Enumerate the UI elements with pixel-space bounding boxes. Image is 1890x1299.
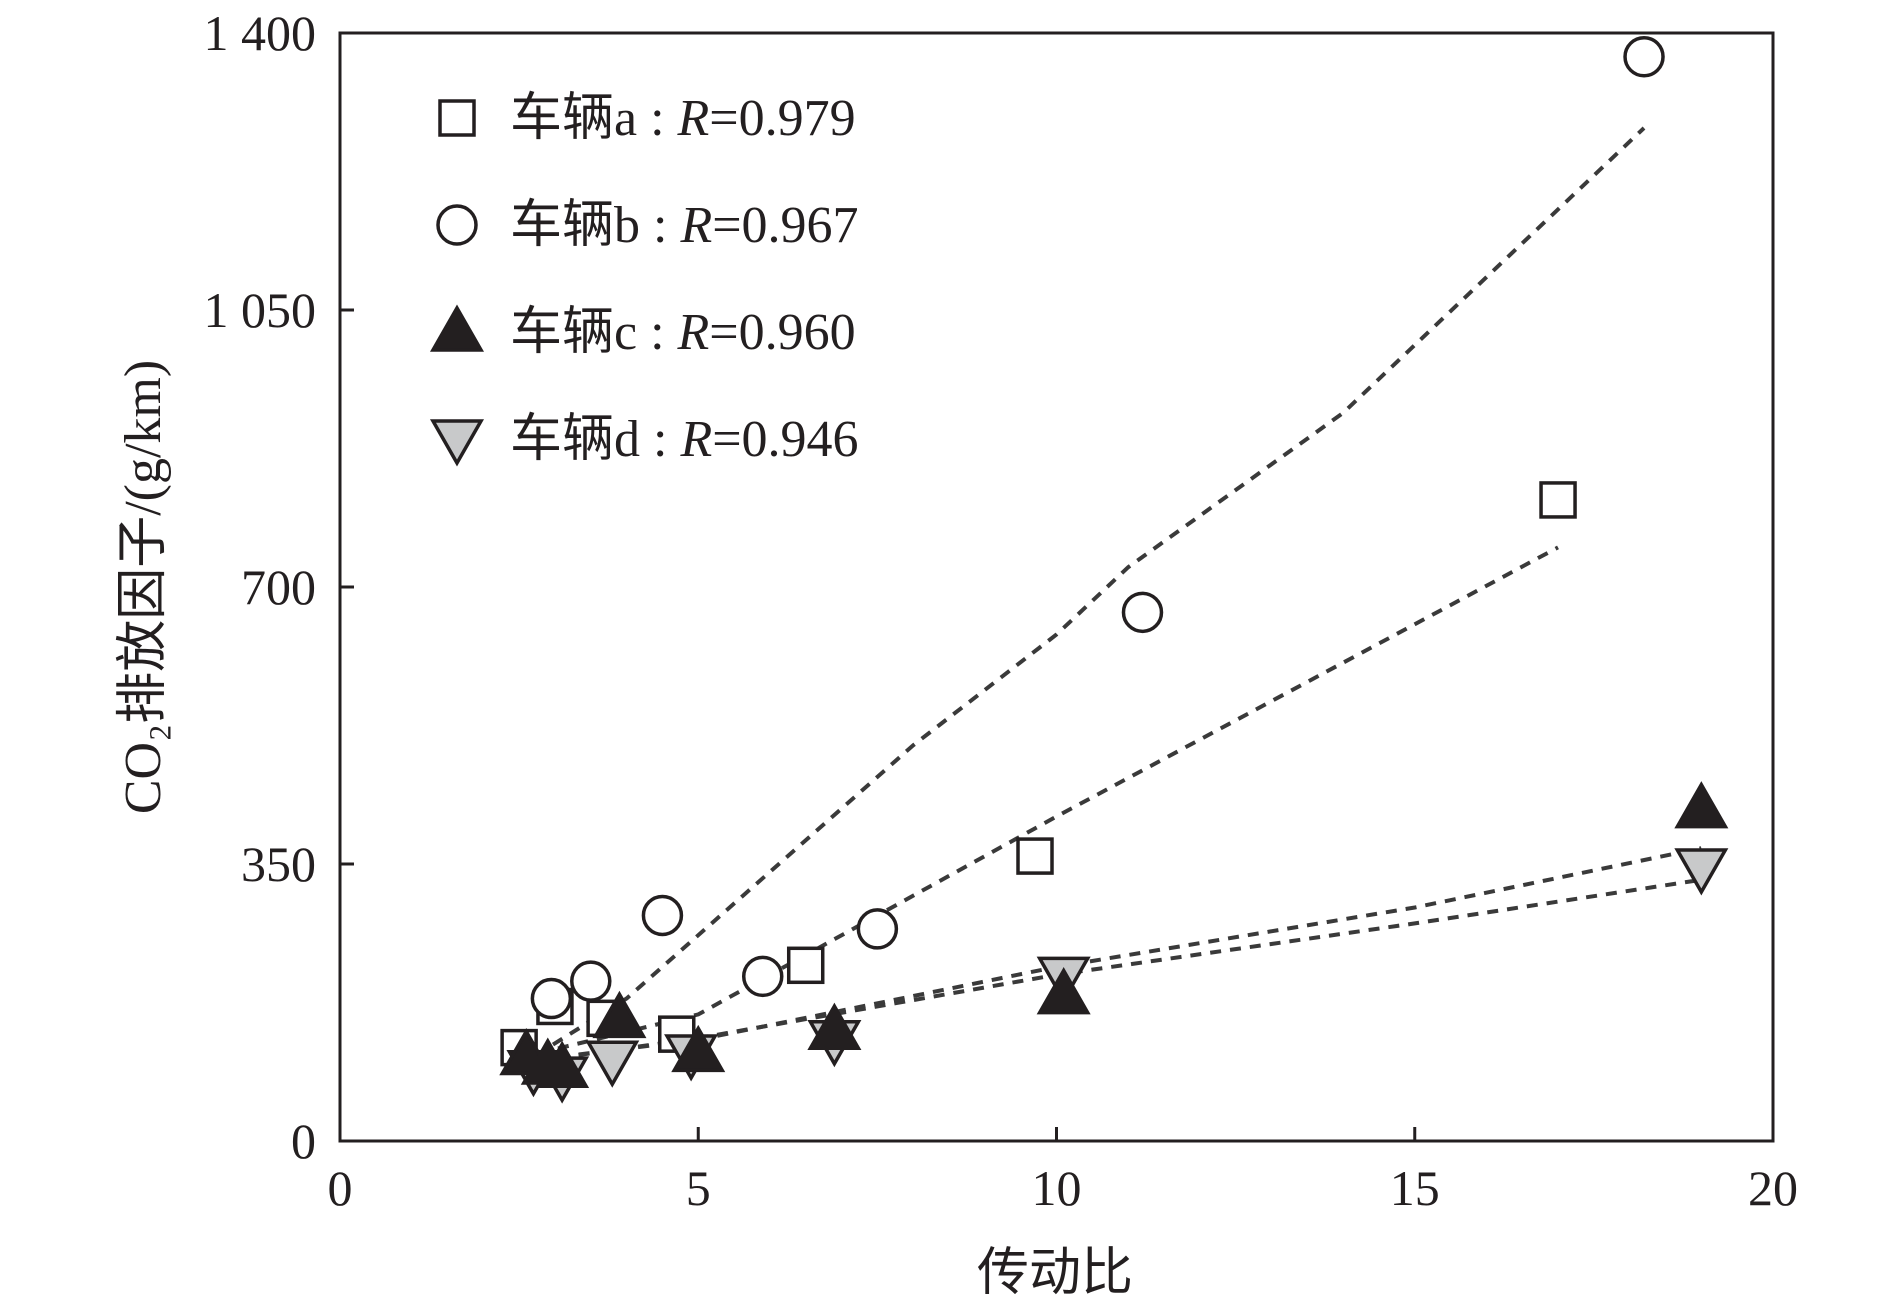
data-point	[807, 1002, 862, 1050]
fit-lines	[518, 126, 1702, 1068]
x-tick-label: 20	[1748, 1160, 1798, 1216]
data-point	[530, 977, 573, 1020]
fit-line	[518, 126, 1646, 1068]
legend-entry: 车辆c : R=0.960	[429, 304, 856, 361]
data-point	[1623, 35, 1665, 78]
data-point	[671, 1024, 726, 1073]
legend: 车辆a : R=0.979 车辆b : R=0.967 车辆c : R=0.960 车…	[429, 90, 859, 468]
legend-label: 车辆b : R=0.967	[510, 197, 859, 254]
data-point	[856, 908, 899, 950]
y-tick-label: 350	[241, 836, 316, 892]
legend-marker	[436, 204, 478, 246]
data-point	[592, 990, 647, 1039]
data-point	[1036, 967, 1091, 1015]
legend-entry: 车辆a : R=0.979	[438, 90, 856, 147]
y-tick-label: 0	[291, 1113, 316, 1169]
data-point	[1539, 481, 1577, 519]
y-tick-label: 1 400	[204, 5, 317, 61]
data-point	[741, 955, 784, 998]
x-tick-label: 5	[686, 1160, 711, 1216]
legend-label: 车辆a : R=0.979	[510, 90, 856, 147]
x-axis-title: 传动比	[977, 1245, 1133, 1299]
data-point	[786, 946, 825, 985]
data-point	[570, 960, 612, 1002]
legend-marker	[429, 304, 485, 352]
legend-entry: 车辆d : R=0.946	[429, 411, 859, 468]
axes: 0 5 10 15 20 0 350 700 1 050 1 400	[204, 5, 1799, 1216]
legend-entry: 车辆b : R=0.967	[436, 197, 859, 254]
data-point	[585, 1040, 640, 1088]
data-point	[1016, 837, 1054, 875]
legend-marker	[438, 99, 476, 137]
y-tick-label: 700	[241, 559, 316, 615]
x-tick-label: 0	[328, 1160, 353, 1216]
legend-label: 车辆d : R=0.946	[510, 411, 859, 468]
y-tick-label: 1 050	[204, 282, 317, 338]
data-points	[499, 35, 1729, 1104]
fit-line	[518, 545, 1559, 1060]
x-tick-label: 15	[1390, 1160, 1440, 1216]
legend-marker	[429, 419, 485, 467]
data-point	[1674, 848, 1729, 896]
data-point	[1121, 591, 1164, 634]
data-point	[1674, 781, 1729, 829]
data-point	[535, 1040, 590, 1088]
data-point	[641, 894, 684, 937]
legend-label: 车辆c : R=0.960	[510, 304, 856, 361]
y-axis-title: CO₂排放因子/(g/km)	[115, 360, 172, 814]
x-tick-label: 10	[1032, 1160, 1082, 1216]
